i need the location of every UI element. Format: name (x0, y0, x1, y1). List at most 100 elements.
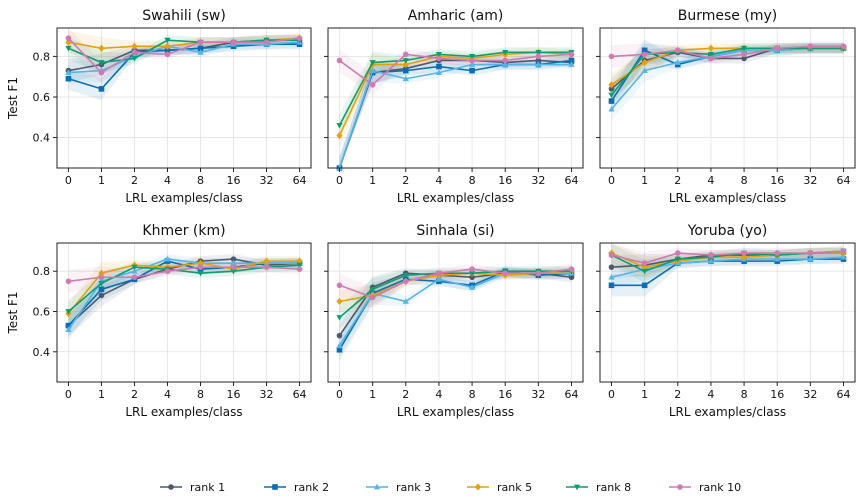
band-rank-2 (68, 256, 300, 337)
series-line-rank-10 (339, 53, 572, 86)
data-point (674, 256, 681, 263)
panel-3: 0 1 2 4 8 16 32 64 0.4 0.6 0.8 Khmer (km) LRL exampl… (6, 223, 312, 419)
panel-1: 0 1 2 4 8 16 32 64 Amharic (am) LRL examples/clas… (324, 8, 584, 205)
data-point (774, 45, 781, 52)
legend-label: rank 1 (190, 481, 225, 494)
x-tick-label: 16 (770, 174, 784, 187)
data-point (608, 105, 615, 112)
data-point (608, 274, 615, 280)
x-tick-label: 1 (98, 174, 105, 187)
data-point (468, 54, 476, 60)
data-point (336, 315, 343, 321)
data-point (98, 280, 105, 287)
band-rank-2 (339, 266, 572, 361)
x-tick-label: 2 (131, 174, 138, 187)
data-point (641, 263, 648, 271)
x-tick-label: 2 (402, 174, 409, 187)
data-point (535, 49, 542, 56)
data-point (469, 274, 475, 281)
data-point (164, 42, 171, 50)
data-point (336, 342, 343, 349)
data-point (369, 67, 376, 73)
x-axis-label: LRL examples/class (669, 191, 786, 205)
data-point (336, 131, 343, 140)
series-line-rank-8 (68, 39, 300, 64)
data-point (641, 58, 648, 67)
data-point (535, 270, 542, 277)
x-tick-label: 32 (260, 388, 274, 401)
data-point (402, 51, 409, 58)
data-point (197, 270, 204, 277)
x-tick-label: 4 (435, 174, 442, 187)
data-point (435, 69, 443, 76)
series-line-rank-10 (67, 37, 300, 74)
data-point (641, 260, 648, 266)
data-point (436, 270, 442, 277)
x-tick-label: 32 (803, 174, 817, 187)
x-tick-label: 2 (674, 174, 681, 187)
data-point (502, 270, 509, 277)
data-point (230, 268, 237, 275)
x-tick-label: 4 (707, 388, 714, 401)
data-point (65, 45, 72, 52)
axes-frame (56, 27, 312, 169)
axes-frame (327, 242, 584, 383)
data-point (131, 274, 138, 281)
x-tick-label: 1 (641, 174, 648, 187)
x-tick-label: 16 (770, 388, 784, 401)
x-tick-label: 2 (674, 388, 681, 401)
y-tick-label: 0.4 (33, 346, 51, 359)
series-line-rank-3 (338, 63, 572, 169)
x-axis-label: LRL examples/class (397, 405, 514, 419)
data-point (369, 294, 376, 301)
data-point (436, 55, 442, 62)
x-tick-label: 1 (369, 388, 376, 401)
data-point (402, 67, 409, 74)
x-tick-label: 4 (164, 174, 171, 187)
data-point (708, 252, 714, 258)
data-point (131, 267, 138, 274)
band-rank-1 (339, 268, 572, 347)
data-point (164, 37, 171, 44)
x-tick-label: 64 (565, 174, 579, 187)
x-tick-label: 0 (608, 388, 615, 401)
data-point (568, 57, 575, 64)
data-point (197, 49, 204, 55)
x-axis-label: LRL examples/class (397, 191, 514, 205)
data-point (263, 39, 270, 46)
data-point (230, 39, 237, 46)
data-point (98, 60, 105, 66)
data-point (98, 44, 105, 52)
data-point (641, 282, 648, 289)
data-point (131, 42, 138, 50)
data-point (840, 248, 847, 254)
data-point (707, 44, 715, 52)
data-point (336, 57, 343, 64)
data-point (641, 67, 648, 73)
data-point (468, 270, 476, 277)
band-rank-2 (68, 39, 300, 101)
data-point (674, 250, 681, 256)
data-point (230, 264, 237, 270)
band-rank-8 (68, 260, 300, 323)
x-tick-label: 16 (498, 174, 512, 187)
series-line-rank-10 (68, 266, 300, 283)
panel-title: Yoruba (yo) (687, 223, 768, 239)
panel-title: Burmese (my) (678, 8, 777, 24)
x-tick-label: 32 (531, 174, 545, 187)
data-point (402, 75, 409, 82)
x-tick-label: 16 (227, 388, 241, 401)
panel-0: 0 1 2 4 8 16 32 64 0.4 0.6 0.8 Swahili (sw) LRL exam… (6, 8, 312, 205)
data-point (741, 55, 747, 62)
x-tick-label: 8 (197, 388, 204, 401)
x-tick-label: 64 (837, 174, 851, 187)
data-point (296, 262, 303, 269)
data-point (65, 309, 72, 315)
data-point (502, 61, 509, 67)
legend-marker (373, 483, 381, 490)
data-point (369, 286, 376, 293)
data-point (774, 250, 781, 256)
data-point (197, 45, 204, 52)
band-rank-1 (611, 43, 844, 101)
